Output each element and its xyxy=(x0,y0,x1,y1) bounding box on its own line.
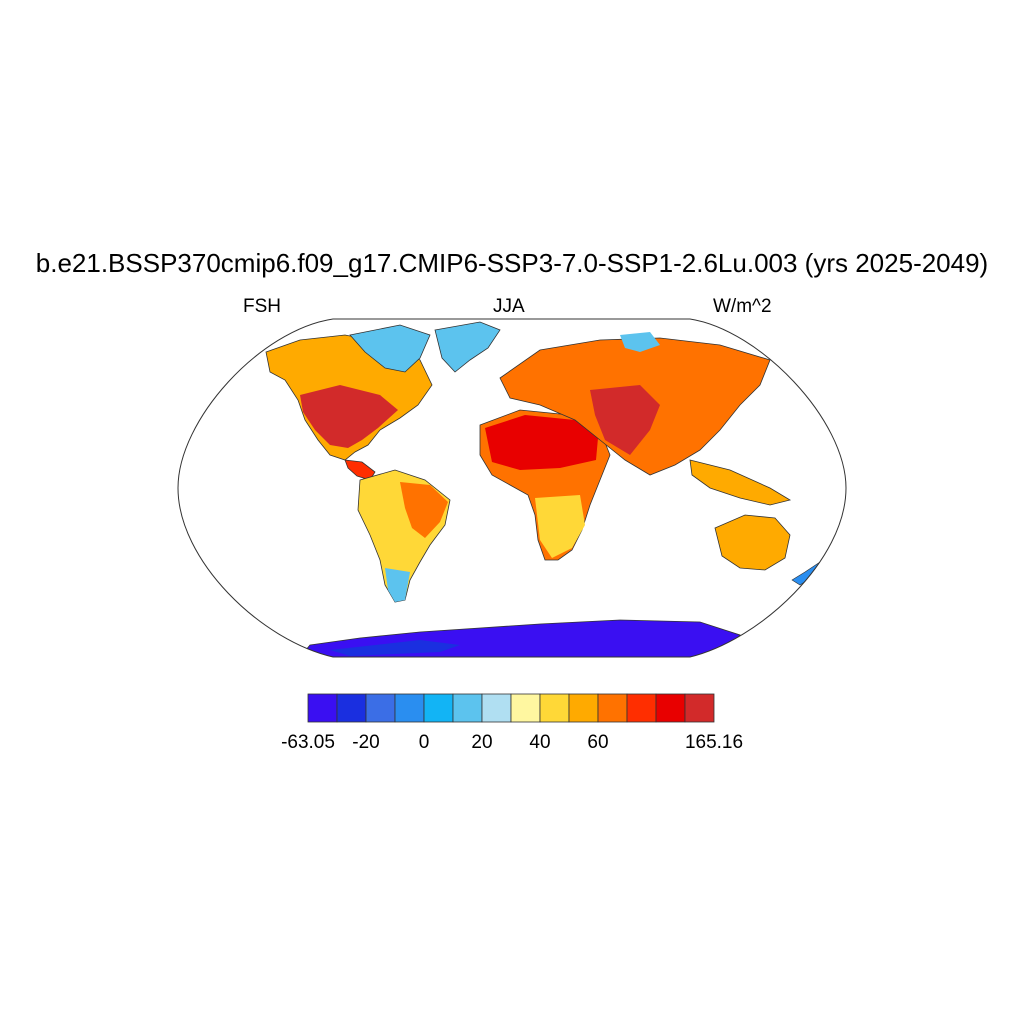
middle-east-hot-region xyxy=(590,385,660,455)
australia-region xyxy=(714,514,791,571)
south-america-hot-region xyxy=(400,482,448,538)
variable-label: FSH xyxy=(243,296,281,317)
colorbar-swatch xyxy=(423,693,454,723)
colorbar-swatch xyxy=(510,693,541,723)
colorbar-swatch xyxy=(684,693,715,723)
colorbar-swatch xyxy=(307,693,338,723)
southeast-asia-region xyxy=(689,459,792,506)
antarctica-coastal-region xyxy=(330,640,460,656)
colorbar-tick-label: -20 xyxy=(352,732,380,753)
colorbar-tick-label: 0 xyxy=(418,732,430,753)
patagonia-region xyxy=(385,568,410,602)
map-boundary xyxy=(177,318,847,658)
colorbar-swatch xyxy=(626,693,657,723)
colorbar xyxy=(307,693,715,723)
sahara-hot-region xyxy=(485,415,598,470)
north-america-hot-region xyxy=(300,385,398,448)
canadian-arctic-region xyxy=(349,324,431,373)
southern-africa-region xyxy=(535,495,585,558)
colorbar-swatch xyxy=(597,693,628,723)
units-label: W/m^2 xyxy=(713,296,772,317)
colorbar-tick-label: 165.16 xyxy=(684,732,744,753)
siberian-arctic-region xyxy=(620,332,660,352)
new-zealand-region xyxy=(791,561,821,586)
colorbar-tick-label: 40 xyxy=(529,732,551,753)
colorbar-tick-label: -63.05 xyxy=(281,732,335,753)
colorbar-swatch xyxy=(336,693,367,723)
colorbar-swatch xyxy=(481,693,512,723)
colorbar-swatch xyxy=(539,693,570,723)
plot-title: b.e21.BSSP370cmip6.f09_g17.CMIP6-SSP3-7.… xyxy=(35,248,989,278)
season-label: JJA xyxy=(493,296,525,317)
colorbar-swatch xyxy=(365,693,396,723)
colorbar-swatch xyxy=(452,693,483,723)
greenland-region xyxy=(434,321,501,373)
colorbar-tick-label: 20 xyxy=(471,732,493,753)
colorbar-swatch xyxy=(394,693,425,723)
colorbar-tick-label: 60 xyxy=(587,732,609,753)
colorbar-swatch xyxy=(568,693,599,723)
colorbar-swatch xyxy=(655,693,686,723)
